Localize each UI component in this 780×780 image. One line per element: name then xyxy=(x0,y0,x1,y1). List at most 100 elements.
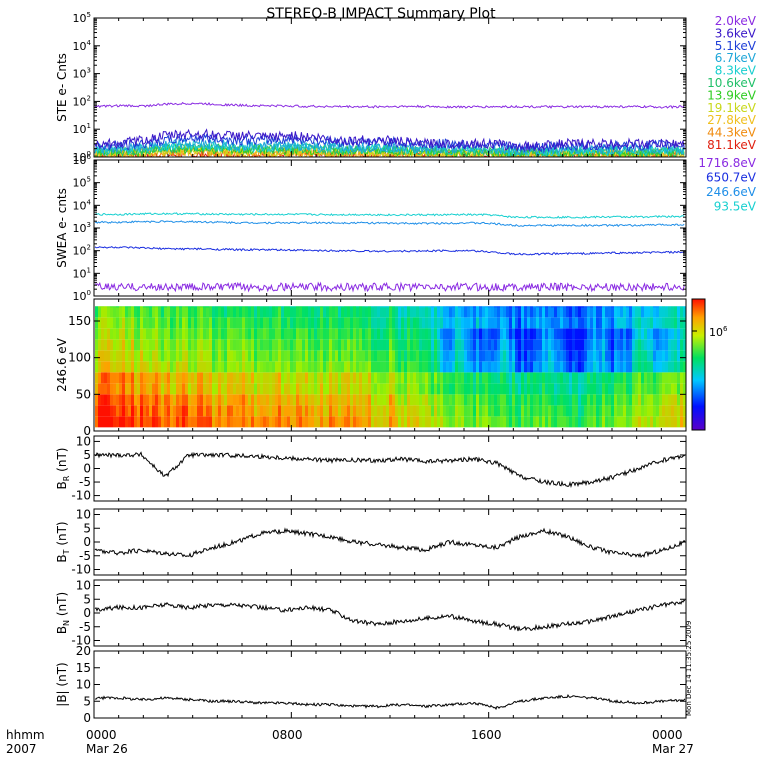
pad-cell xyxy=(446,306,449,308)
pad-cell xyxy=(320,372,323,384)
pad-cell xyxy=(122,306,125,308)
pad-cell xyxy=(584,306,587,308)
pad-cell xyxy=(434,394,437,406)
pad-cell xyxy=(632,306,635,318)
pad-cell xyxy=(479,328,482,340)
pad-cell xyxy=(218,372,221,384)
pad-cell xyxy=(557,339,560,351)
pad-cell xyxy=(296,306,299,308)
pad-cell xyxy=(170,416,173,428)
pad-cell xyxy=(551,383,554,395)
pad-cell xyxy=(644,394,647,406)
pad-cell xyxy=(410,372,413,384)
pad-cell xyxy=(176,383,179,395)
year-label: 2007 xyxy=(6,742,37,756)
pad-cell xyxy=(440,328,443,340)
pad-cell xyxy=(590,306,593,318)
pad-cell xyxy=(377,328,380,340)
pad-cell xyxy=(359,339,362,351)
pad-cell xyxy=(602,383,605,395)
pad-cell xyxy=(149,383,152,395)
ste-legend-27.8keV: 27.8keV xyxy=(707,113,757,127)
pad-cell xyxy=(191,350,194,362)
pad-cell xyxy=(221,383,224,395)
pad-cell xyxy=(383,383,386,395)
pad-cell xyxy=(263,405,266,417)
pad-cell xyxy=(107,350,110,362)
pad-cell xyxy=(515,350,518,362)
date-end: Mar 27 xyxy=(652,742,694,756)
pad-cell xyxy=(416,405,419,417)
pad-cell xyxy=(419,394,422,406)
pad-cell xyxy=(176,394,179,406)
bmag-ytick-label: 10 xyxy=(76,678,91,692)
pad-cell xyxy=(161,416,164,428)
pad-cell xyxy=(635,350,638,362)
pad-cell xyxy=(176,328,179,340)
bmag-ylabel: |B| (nT) xyxy=(55,662,69,706)
pad-cell xyxy=(575,416,578,428)
date-start: Mar 26 xyxy=(86,742,128,756)
br-ytick-label: 5 xyxy=(83,448,91,462)
pad-cell xyxy=(173,339,176,351)
pad-cell xyxy=(614,306,617,308)
pad-cell xyxy=(677,372,680,384)
pad-cell xyxy=(287,328,290,340)
pad-cell xyxy=(671,317,674,329)
pad-cell xyxy=(104,350,107,362)
pad-cell xyxy=(173,350,176,362)
pad-cell xyxy=(407,416,410,428)
pad-cell xyxy=(674,416,677,428)
pad-cell xyxy=(572,350,575,362)
pad-cell xyxy=(197,416,200,428)
pad-cell xyxy=(245,306,248,308)
pad-cell xyxy=(143,328,146,340)
pad-cell xyxy=(158,339,161,351)
pad-cell xyxy=(515,416,518,428)
pad-cell xyxy=(395,372,398,384)
pad-cell xyxy=(464,328,467,340)
pad-cell xyxy=(671,416,674,428)
pad-cell xyxy=(362,383,365,395)
pad-cell xyxy=(575,328,578,340)
pad-cell xyxy=(344,339,347,351)
pad-cell xyxy=(608,339,611,351)
pad-cell xyxy=(317,317,320,329)
pad-cell xyxy=(557,405,560,417)
pad-cell xyxy=(239,328,242,340)
pad-cell xyxy=(671,372,674,384)
pad-cell xyxy=(551,394,554,406)
pad-cell xyxy=(152,372,155,384)
pad-cell xyxy=(344,306,347,308)
pad-cell xyxy=(383,416,386,428)
pad-cell xyxy=(335,306,338,308)
pad-cell xyxy=(638,394,641,406)
pad-cell xyxy=(233,339,236,351)
pad-cell xyxy=(200,350,203,362)
pad-cell xyxy=(365,405,368,417)
pad-cell xyxy=(584,405,587,417)
pad-cell xyxy=(116,317,119,329)
pad-cell xyxy=(332,405,335,417)
pad-cell xyxy=(458,394,461,406)
pad-cell xyxy=(377,306,380,308)
pad-cell xyxy=(488,306,491,318)
ste-ylabel: STE e- Cnts xyxy=(55,53,69,122)
pad-cell xyxy=(254,317,257,329)
pad-cell xyxy=(329,416,332,428)
pad-cell xyxy=(425,339,428,351)
pad-cell xyxy=(437,317,440,329)
pad-cell xyxy=(665,339,668,351)
pad-cell xyxy=(284,405,287,417)
pad-cell xyxy=(149,372,152,384)
pad-cell xyxy=(683,306,686,308)
pad-cell xyxy=(260,350,263,362)
pad-cell xyxy=(611,306,614,318)
pad-cell xyxy=(230,317,233,329)
pad-cell xyxy=(617,394,620,406)
pad-cell xyxy=(437,416,440,428)
pad-cell xyxy=(194,306,197,308)
pad-cell xyxy=(557,350,560,362)
pad-cell xyxy=(161,339,164,351)
